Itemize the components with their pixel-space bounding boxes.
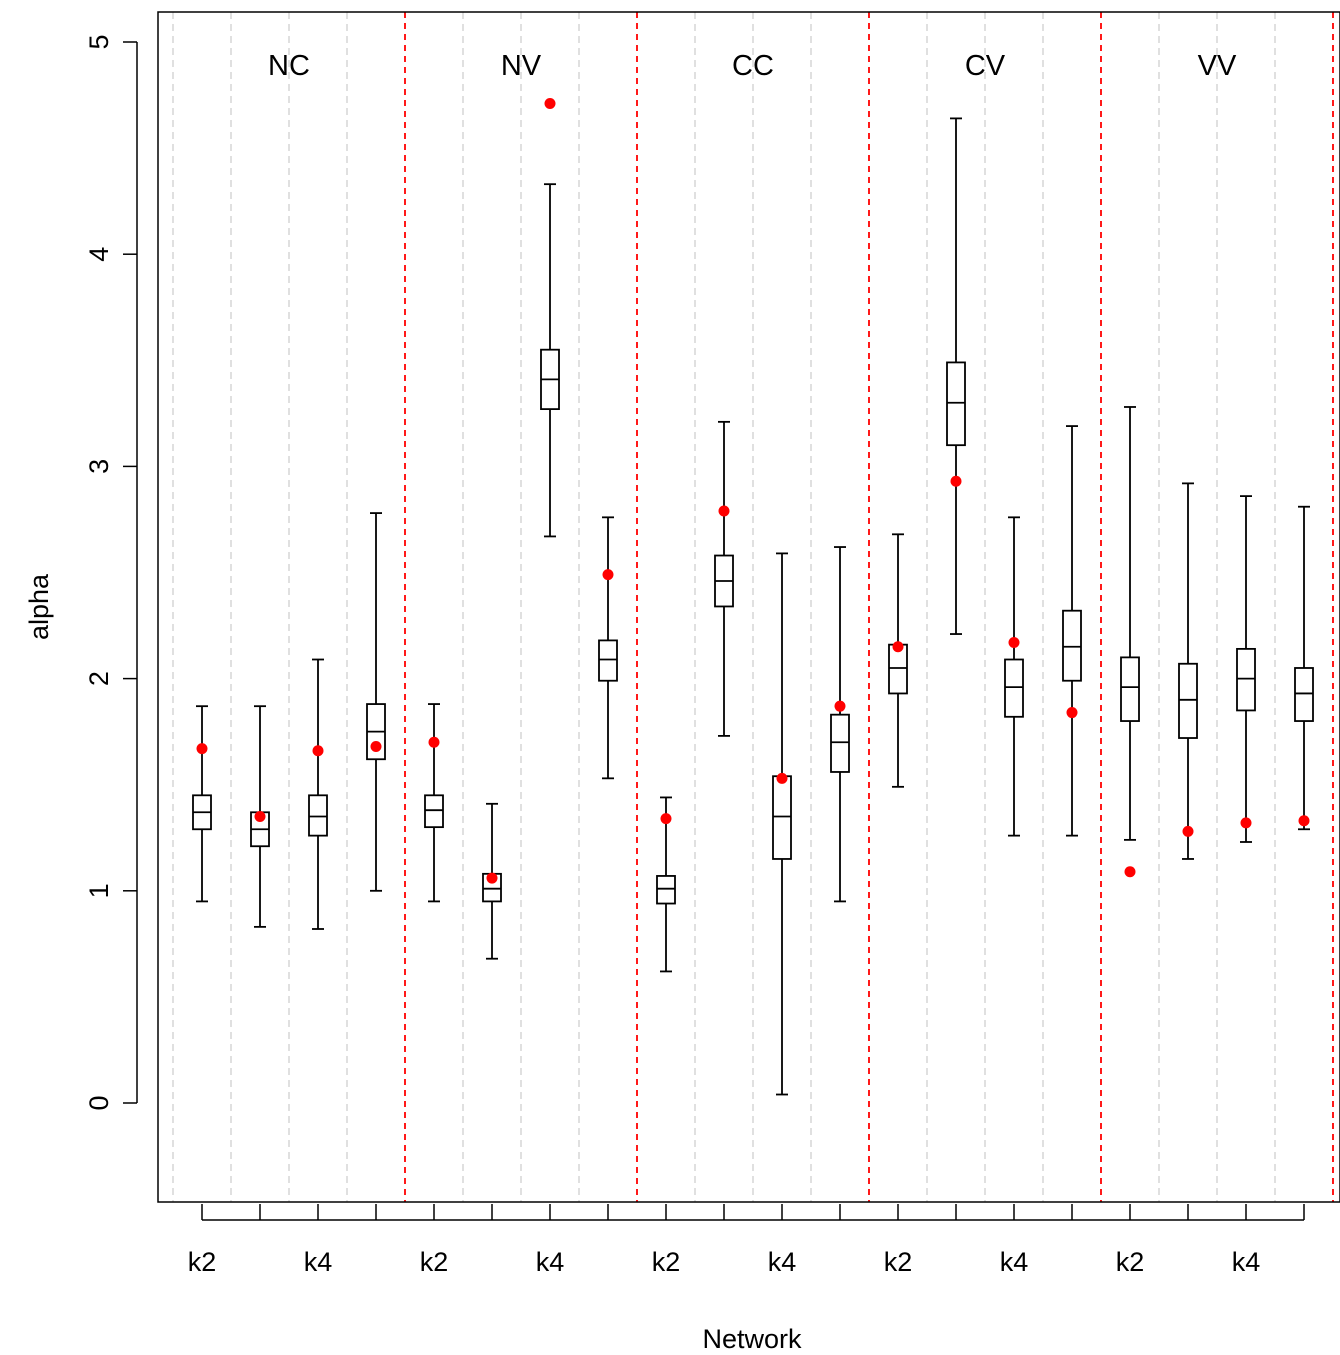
x-tick-label: k4 [1000, 1247, 1029, 1277]
box-CC [772, 552, 792, 1096]
box-iqr [424, 794, 444, 829]
box-iqr [308, 794, 328, 837]
x-tick-label: k2 [420, 1247, 449, 1277]
box-iqr [1178, 662, 1198, 739]
box-CV [1004, 516, 1024, 837]
box-iqr [1004, 658, 1024, 718]
box-VV [1120, 406, 1140, 841]
observed-point [602, 569, 614, 581]
group-label: NV [501, 50, 542, 82]
box-iqr [598, 639, 618, 682]
box-iqr [656, 875, 676, 905]
group-label: VV [1198, 50, 1237, 82]
box-NC [366, 512, 386, 892]
x-tick-label: k4 [304, 1247, 333, 1277]
y-tick-label: 3 [84, 459, 114, 474]
box-VV [1236, 495, 1256, 843]
observed-point [834, 700, 846, 712]
y-tick-label: 2 [84, 671, 114, 686]
y-axis: 0 1 2 3 4 5 [84, 34, 138, 1111]
observed-point [776, 772, 788, 784]
observed-point [370, 741, 382, 753]
observed-point [1182, 825, 1194, 837]
box-iqr [1062, 609, 1082, 682]
x-tick-label: k2 [188, 1247, 217, 1277]
x-tick-label: k4 [768, 1247, 797, 1277]
observed-point [660, 813, 672, 825]
group-label: CV [965, 50, 1006, 82]
box-NV [424, 703, 444, 903]
vertical-gridlines [172, 12, 1276, 1202]
x-tick-label: k4 [1232, 1247, 1261, 1277]
group-label: CC [732, 50, 774, 82]
observed-point [196, 743, 208, 755]
observed-point [428, 736, 440, 748]
y-tick-label: 1 [84, 883, 114, 898]
box-NV [540, 183, 560, 538]
box-iqr [1120, 656, 1140, 722]
observed-point [1298, 815, 1310, 827]
observed-point [1240, 817, 1252, 829]
box-VV [1178, 482, 1198, 860]
box-VV [1294, 505, 1314, 831]
box-CC [714, 420, 734, 737]
x-axis-label: Network [702, 1324, 802, 1354]
box-iqr [830, 713, 850, 773]
x-tick-label: k2 [884, 1247, 913, 1277]
box-CV [1062, 425, 1082, 837]
box-CV [888, 533, 908, 788]
observed-point [892, 641, 904, 653]
observed-point [312, 745, 324, 757]
observed-point [718, 505, 730, 517]
box-NC [308, 658, 328, 930]
y-axis-label: alpha [24, 573, 54, 640]
observed-point [1008, 637, 1020, 649]
x-tick-label: k2 [652, 1247, 681, 1277]
observed-point [254, 811, 266, 823]
box-NC [192, 705, 212, 903]
observed-point [486, 872, 498, 884]
x-tick-label: k2 [1116, 1247, 1145, 1277]
box-iqr [772, 775, 792, 860]
y-tick-label: 0 [84, 1095, 114, 1110]
group-label: NC [268, 50, 310, 82]
box-CC [830, 546, 850, 903]
plot-frame [157, 11, 1340, 1203]
x-tick-label: k4 [536, 1247, 565, 1277]
box-CV [946, 117, 966, 635]
observed-points [196, 98, 1310, 884]
observed-point [950, 475, 962, 487]
group-labels: NC NV CC CV VV [268, 50, 1237, 82]
observed-point [544, 98, 556, 110]
box-NV [598, 516, 618, 780]
box-iqr [1236, 647, 1256, 712]
y-tick-label: 4 [84, 247, 114, 262]
box-CC [656, 796, 676, 973]
group-separators [404, 12, 1334, 1202]
box-iqr [1294, 667, 1314, 722]
y-tick-label: 5 [84, 34, 114, 49]
observed-point [1124, 866, 1136, 878]
observed-point [1066, 707, 1078, 719]
box-iqr [946, 361, 966, 447]
x-axis: k2 k4 k2 k4 k2 k4 k2 k4 k2 k4 [188, 1204, 1305, 1277]
